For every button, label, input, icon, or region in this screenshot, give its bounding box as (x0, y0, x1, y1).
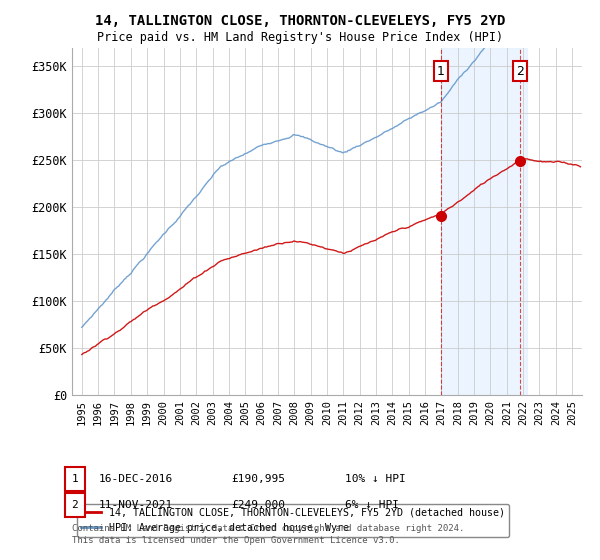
Text: Price paid vs. HM Land Registry's House Price Index (HPI): Price paid vs. HM Land Registry's House … (97, 31, 503, 44)
Text: £249,000: £249,000 (231, 500, 285, 510)
Text: 16-DEC-2016: 16-DEC-2016 (99, 474, 173, 484)
Text: £190,995: £190,995 (231, 474, 285, 484)
Text: 14, TALLINGTON CLOSE, THORNTON-CLEVELEYS, FY5 2YD: 14, TALLINGTON CLOSE, THORNTON-CLEVELEYS… (95, 14, 505, 28)
Text: This data is licensed under the Open Government Licence v3.0.: This data is licensed under the Open Gov… (72, 536, 400, 545)
Text: 2: 2 (517, 64, 524, 77)
Text: 1: 1 (437, 64, 445, 77)
Legend: 14, TALLINGTON CLOSE, THORNTON-CLEVELEYS, FY5 2YD (detached house), HPI: Average: 14, TALLINGTON CLOSE, THORNTON-CLEVELEYS… (77, 504, 509, 537)
Text: 10% ↓ HPI: 10% ↓ HPI (345, 474, 406, 484)
Text: Contains HM Land Registry data © Crown copyright and database right 2024.: Contains HM Land Registry data © Crown c… (72, 524, 464, 533)
Text: 6% ↓ HPI: 6% ↓ HPI (345, 500, 399, 510)
Text: 2: 2 (71, 500, 79, 510)
Bar (441, 48, 527, 395)
Text: 1: 1 (71, 474, 79, 484)
Text: 11-NOV-2021: 11-NOV-2021 (99, 500, 173, 510)
